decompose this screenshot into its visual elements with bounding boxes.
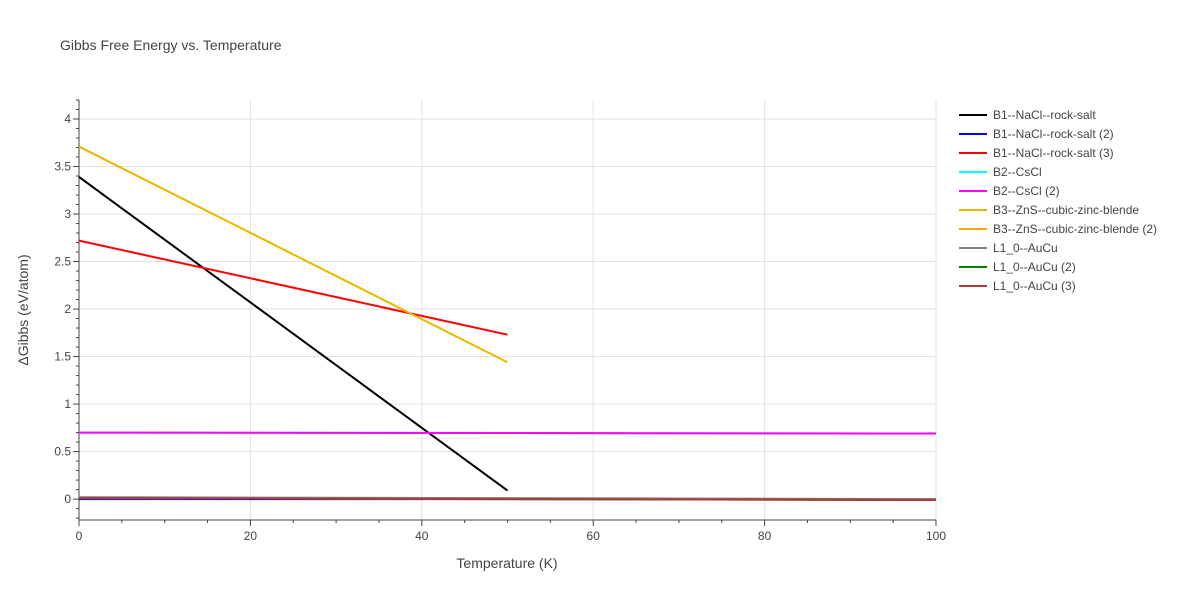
x-tick-label: 100 [926,529,946,543]
y-tick-label: 2 [64,302,71,316]
y-tick-label: 1 [64,397,71,411]
legend-item-7[interactable]: B3--ZnS--cubic-zinc-blende (2) [959,222,1157,236]
x-tick-label: 20 [244,529,258,543]
y-tick-label: 3.5 [54,160,71,174]
legend-label: B1--NaCl--rock-salt (3) [993,146,1114,160]
legend-label: L1_0--AuCu (2) [993,260,1076,274]
tick-labels: 0 20 40 60 80 100 0 0.5 1 1.5 2 2.5 3 3.5 4 [54,112,946,543]
legend-item-3[interactable]: B1--NaCl--rock-salt (3) [959,146,1114,160]
legend-label: B2--CsCl (2) [993,184,1060,198]
y-tick-label: 0.5 [54,445,71,459]
series-line-3 [78,239,508,336]
legend-label: L1_0--AuCu [993,241,1058,255]
legend-label: B1--NaCl--rock-salt [993,108,1096,122]
grid-lines [79,100,937,520]
legend-label: B2--CsCl [993,165,1042,179]
series-line-6 [78,145,508,364]
series-line-10 [78,497,937,502]
chart-title: Gibbs Free Energy vs. Temperature [60,37,282,53]
legend-item-10[interactable]: L1_0--AuCu (3) [959,279,1076,293]
y-tick-label: 4 [64,112,71,126]
x-tick-label: 80 [758,529,772,543]
legend: B1--NaCl--rock-salt B1--NaCl--rock-salt (… [959,108,1157,293]
x-tick-label: 60 [587,529,601,543]
y-axis-label: ΔGibbs (eV/atom) [15,254,31,365]
x-tick-label: 40 [415,529,429,543]
legend-label: L1_0--AuCu (3) [993,279,1076,293]
legend-item-1[interactable]: B1--NaCl--rock-salt [959,108,1096,122]
y-tick-label: 3 [64,207,71,221]
axes [73,99,937,526]
y-tick-label: 0 [64,492,71,506]
legend-label: B3--ZnS--cubic-zinc-blende (2) [993,222,1157,236]
series-line-1 [78,176,509,492]
legend-item-4[interactable]: B2--CsCl [959,165,1042,179]
series-line-5 [78,431,937,435]
legend-label: B3--ZnS--cubic-zinc-blende [993,203,1139,217]
series-lines [78,145,937,502]
legend-label: B1--NaCl--rock-salt (2) [993,127,1114,141]
x-axis-label: Temperature (K) [456,555,557,571]
legend-item-5[interactable]: B2--CsCl (2) [959,184,1060,198]
x-tick-label: 0 [76,529,83,543]
legend-item-9[interactable]: L1_0--AuCu (2) [959,260,1076,274]
legend-item-8[interactable]: L1_0--AuCu [959,241,1058,255]
y-tick-label: 2.5 [54,255,71,269]
legend-item-2[interactable]: B1--NaCl--rock-salt (2) [959,127,1114,141]
legend-item-6[interactable]: B3--ZnS--cubic-zinc-blende [959,203,1139,217]
y-tick-label: 1.5 [54,350,71,364]
